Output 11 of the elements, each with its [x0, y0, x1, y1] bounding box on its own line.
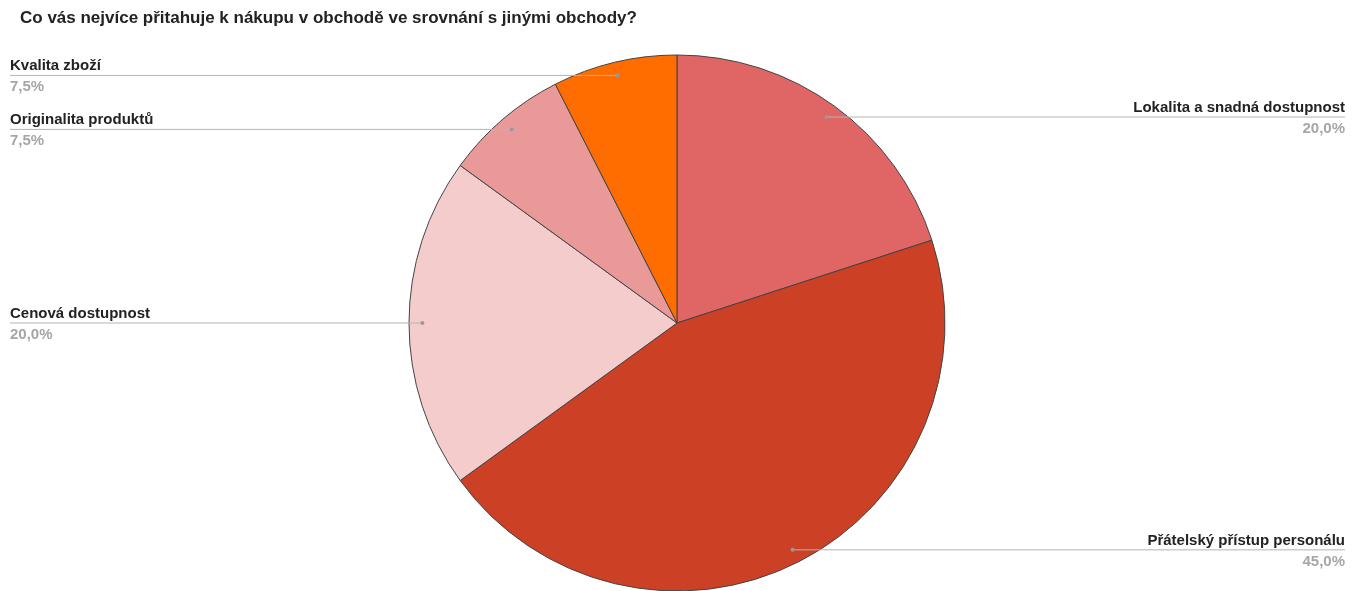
chart-title: Co vás nejvíce přitahuje k nákupu v obchodě ve srovnání s jinými obchody?	[20, 8, 637, 28]
slice-label: Lokalita a snadná dostupnost	[1133, 98, 1345, 116]
slice-label: Originalita produktů	[10, 110, 154, 128]
slice-label: Kvalita zboží	[10, 56, 102, 74]
data-label: 45,0%	[1302, 551, 1345, 569]
data-label: 20,0%	[10, 325, 53, 342]
slice-label: Cenová dostupnost	[10, 304, 151, 321]
data-label: 7,5%	[10, 77, 45, 95]
data-label: 7,5%	[10, 131, 45, 149]
slice-label: Přátelský přístup personálu	[1147, 530, 1345, 548]
data-label: 20,0%	[1302, 119, 1345, 137]
